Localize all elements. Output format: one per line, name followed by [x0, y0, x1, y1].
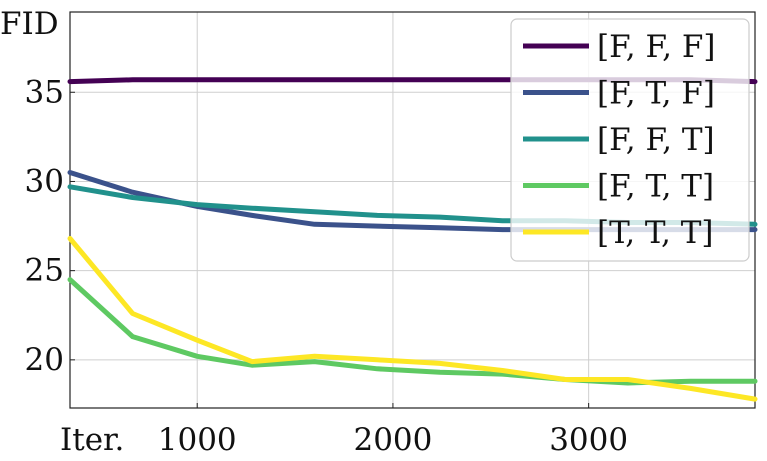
y-axis-label: FID: [0, 6, 59, 42]
y-tick-label: 25: [25, 253, 64, 289]
legend-label: [T, T, T]: [597, 215, 714, 251]
legend-label: [F, T, F]: [597, 76, 715, 112]
x-tick-label: 3000: [549, 422, 628, 458]
series-line-5: [67, 236, 758, 402]
legend-label: [F, T, T]: [597, 169, 714, 205]
legend-label: [F, F, F]: [597, 29, 715, 65]
plot-frame: [69, 11, 756, 409]
y-tick-labels: 20 25 30 35: [25, 74, 64, 378]
legend: [F, F, F] [F, T, F] [F, F, T] [F, T, T] [T, …: [510, 18, 750, 262]
x-tick-labels: 1000 2000 3000: [158, 422, 628, 458]
y-tick-label: 30: [25, 163, 64, 199]
y-tick-label: 20: [25, 342, 64, 378]
x-tick-label: 2000: [353, 422, 432, 458]
legend-label: [F, F, T]: [597, 122, 715, 158]
x-axis-label: Iter.: [60, 422, 124, 458]
y-tick-label: 35: [25, 74, 64, 110]
x-tick-label: 1000: [158, 422, 237, 458]
legend-box: [510, 18, 750, 262]
